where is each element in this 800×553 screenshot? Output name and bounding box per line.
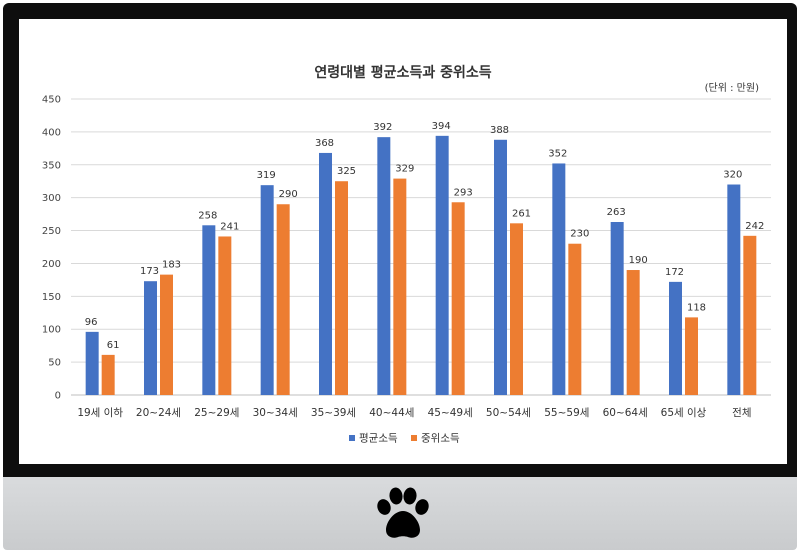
y-tick-label: 400 [42,127,61,138]
bar-median [451,202,465,395]
data-label: 173 [140,266,159,277]
x-tick-label: 전체 [732,407,751,419]
bar-average [727,184,741,395]
y-tick-label: 150 [42,292,61,303]
data-label: 183 [162,260,181,271]
bar-average [377,137,391,395]
bar-average [669,281,682,395]
legend-label: 평균소득 [359,433,398,445]
data-label: 329 [395,164,414,175]
bar-average [610,222,624,395]
data-label: 325 [337,166,356,177]
bar-chart: 연령대별 평균소득과 중위소득 (단위 : 만원) 0 50 100 150 200 25… [42,64,771,445]
bar-median [393,178,407,395]
bar-median [276,204,290,395]
x-tick-label: 60~64세 [603,407,648,419]
bar-average [319,152,332,395]
data-label: 242 [745,221,764,232]
data-label: 96 [85,317,98,328]
x-tick-label: 20~24세 [136,407,181,419]
bar-median [568,243,582,395]
x-tick-label: 50~54세 [486,407,531,419]
data-label: 394 [432,121,451,132]
bar-average [494,139,507,395]
chart-screen: 연령대별 평균소득과 중위소득 (단위 : 만원) 0 50 100 150 200 25… [19,19,787,464]
paw-print-icon [377,487,429,538]
x-tick-label: 55~59세 [544,407,589,419]
x-tick-label: 40~44세 [369,407,414,419]
x-tick-label: 45~49세 [428,407,473,419]
bar-average [435,135,449,395]
y-tick-label: 250 [42,226,61,237]
y-axis-ticks: 0 50 100 150 200 250 300 350 400 450 [42,95,61,402]
bar-median [626,270,640,395]
data-label: 61 [107,340,120,351]
x-tick-label: 25~29세 [194,407,239,419]
data-label: 319 [257,170,276,181]
data-label: 392 [373,122,392,133]
bar-average [144,281,157,395]
legend-label: 중위소득 [421,432,460,445]
bar-median [218,236,232,395]
y-tick-label: 50 [48,358,61,369]
y-tick-label: 100 [42,325,61,336]
y-tick-label: 300 [42,193,61,204]
gridlines [71,98,771,396]
data-label: 320 [723,170,742,181]
x-tick-label: 65세 이상 [661,407,707,419]
data-label: 118 [687,302,706,313]
data-label: 230 [570,229,589,240]
y-tick-label: 350 [42,160,61,171]
data-label: 241 [220,221,239,232]
y-tick-label: 450 [42,95,61,106]
legend-swatch [411,435,417,441]
bar-median [160,274,173,395]
data-label: 261 [512,208,531,219]
y-tick-label: 0 [55,391,61,402]
monitor-bezel: 연령대별 평균소득과 중위소득 (단위 : 만원) 0 50 100 150 200 25… [3,3,797,477]
data-label: 190 [629,255,648,266]
data-label: 388 [490,125,509,136]
unit-label: (단위 : 만원) [705,81,759,94]
data-label: 258 [198,210,217,221]
bar-average [552,163,566,395]
x-tick-label: 35~39세 [311,407,356,419]
legend: 평균소득 중위소득 [349,432,460,445]
data-label: 293 [454,187,473,198]
bar-median [510,223,523,395]
bar-average [260,185,274,395]
data-label: 172 [665,267,684,278]
bar-median [685,317,698,395]
chart-title: 연령대별 평균소득과 중위소득 [314,64,491,81]
bars [85,135,757,395]
bar-median [743,235,757,395]
data-label: 368 [315,138,334,149]
x-tick-label: 30~34세 [253,407,298,419]
bar-average [85,331,99,395]
legend-swatch [349,435,355,441]
data-label: 290 [279,189,298,200]
data-label: 263 [607,207,626,218]
monitor-chin [3,477,797,550]
x-tick-label: 19세 이하 [77,406,123,419]
x-axis-ticks: 19세 이하 20~24세 25~29세 30~34세 35~39세 40~44세 45~4… [77,406,751,419]
data-label: 352 [548,148,567,159]
bar-median [101,354,115,395]
bar-average [202,225,216,395]
y-tick-label: 200 [42,259,61,270]
bar-median [335,181,348,395]
